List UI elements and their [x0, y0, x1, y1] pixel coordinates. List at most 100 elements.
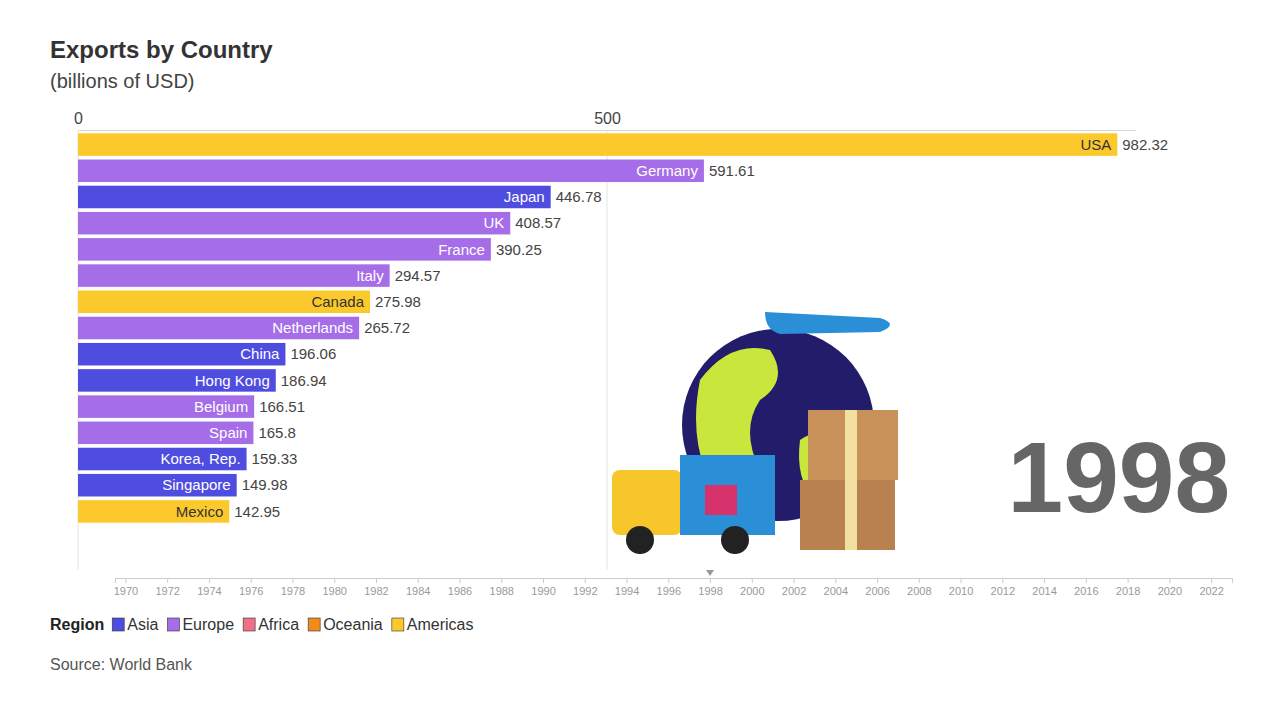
category-label: Japan [504, 188, 545, 205]
tick-mark [418, 578, 419, 583]
tick-label: 1992 [573, 585, 597, 597]
tick-label: 1990 [531, 585, 555, 597]
tick-mark [292, 578, 293, 583]
category-label: Netherlands [272, 319, 353, 336]
bar [78, 500, 229, 523]
tick: 1984 [406, 578, 430, 597]
tick: 2010 [949, 578, 973, 597]
data-label: 196.06 [290, 345, 336, 362]
tick: 2000 [740, 578, 764, 597]
tick-label: 2010 [949, 585, 973, 597]
tick-mark [1211, 578, 1212, 583]
tick-label: 1998 [698, 585, 722, 597]
year-label: 1998 [1008, 421, 1230, 533]
tick: 1986 [448, 578, 472, 597]
tick-mark [125, 578, 126, 583]
title: Exports by Country [50, 36, 273, 63]
box-tape [845, 410, 857, 550]
tick-mark [1002, 578, 1003, 583]
tick-label: 1984 [406, 585, 430, 597]
bar [78, 212, 510, 235]
tick-mark [710, 578, 711, 583]
bar [78, 238, 491, 261]
tick-label: 2016 [1074, 585, 1098, 597]
category-label: Canada [311, 293, 364, 310]
tick-mark [459, 578, 460, 583]
legend-label: Africa [258, 616, 299, 633]
tick: 2014 [1032, 578, 1056, 597]
tick: 2004 [824, 578, 848, 597]
tick: 1974 [197, 578, 221, 597]
bar [78, 186, 551, 209]
tick-mark [1086, 578, 1087, 583]
legend-label: Oceania [323, 616, 383, 633]
tick-label: 2014 [1032, 585, 1056, 597]
bar [78, 291, 370, 314]
tick-label: 1994 [615, 585, 639, 597]
wheel [626, 526, 654, 554]
data-label: 446.78 [556, 188, 602, 205]
legend-label: Europe [182, 616, 234, 633]
data-label: 390.25 [496, 241, 542, 258]
legend-item: Africa [243, 616, 299, 633]
tick: 1978 [281, 578, 305, 597]
tick-label: 0 [74, 110, 83, 127]
tick-mark [251, 578, 252, 583]
tick-label: 1982 [364, 585, 388, 597]
tick-label: 2000 [740, 585, 764, 597]
grid [78, 130, 607, 570]
tick-mark [877, 578, 878, 583]
category-label: China [240, 345, 280, 362]
legend-label: Asia [127, 616, 158, 633]
tick: 1998 [698, 578, 722, 597]
truck-body [680, 455, 775, 535]
tick-mark [752, 578, 753, 583]
data-label: 149.98 [242, 476, 288, 493]
tick-mark [668, 578, 669, 583]
tick-mark [919, 578, 920, 583]
tick: 500 [594, 110, 621, 130]
tick-label: 1974 [197, 585, 221, 597]
category-label: Germany [636, 162, 698, 179]
tick: 1982 [364, 578, 388, 597]
legend-swatch [167, 618, 179, 631]
tick-label: 2020 [1158, 585, 1182, 597]
tick-mark [1128, 578, 1129, 583]
tick-label: 1976 [239, 585, 263, 597]
grid-line [607, 130, 608, 570]
legend-label: Americas [407, 616, 474, 633]
gift [705, 485, 737, 515]
legend-item: Europe [167, 616, 234, 633]
axis-line [116, 579, 1233, 584]
tick-label: 2002 [782, 585, 806, 597]
tick-mark [1169, 578, 1170, 583]
tick: 1976 [239, 578, 263, 597]
legend-item: Oceania [308, 616, 383, 633]
chart: Exports by Country(billions of USD)0500U… [0, 0, 1280, 720]
data-label: 159.33 [252, 450, 298, 467]
legend: Region Asia Europe Africa Oceania Americas [50, 616, 474, 633]
category-label: Spain [209, 424, 247, 441]
tick-mark [543, 578, 544, 583]
legend-swatch [392, 618, 404, 631]
tick: 1988 [490, 578, 514, 597]
tick-mark [961, 578, 962, 583]
tick-label: 1978 [281, 585, 305, 597]
bar [78, 422, 253, 445]
legend-title: Region [50, 616, 104, 633]
tick-label: 2004 [824, 585, 848, 597]
data-label: 166.51 [259, 398, 305, 415]
axis-line [79, 130, 1137, 131]
timeline-axis: 1970197219741976197819801982198419861988… [114, 578, 1233, 597]
truck-cab [612, 470, 682, 535]
data-label: 142.95 [234, 503, 280, 520]
data-label: 294.57 [395, 267, 441, 284]
legend-item: Americas [392, 616, 474, 633]
tick: 1990 [531, 578, 555, 597]
tick-mark [209, 578, 210, 583]
bar [78, 317, 359, 340]
tick: 2012 [991, 578, 1015, 597]
bar [78, 343, 285, 366]
tick: 2006 [865, 578, 889, 597]
tick-label: 1986 [448, 585, 472, 597]
